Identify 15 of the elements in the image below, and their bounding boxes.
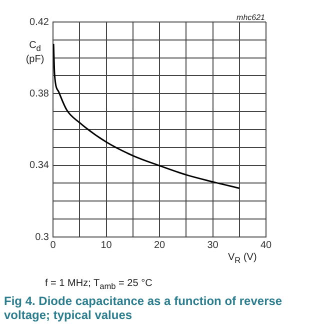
x-tick-label: 30 [207,240,219,251]
x-tick-label: 0 [50,240,56,251]
x-tick-label: 20 [154,240,166,251]
text: Fig 4. Diode capacitance as a function of reverse voltage; typical values [4,294,284,322]
x-tick-label: 10 [100,240,112,251]
y-axis-title: C$_{d}$ (pF) [24,40,46,66]
line-series [53,43,240,190]
text: f = 1 MHz; T$_{amb}$ = 25 °C [45,278,152,292]
annotation: mhc621 [236,12,265,24]
x-axis-title: V$_{R}$ (V) [228,252,257,266]
y-tick-label: 0.38 [30,88,50,100]
y-tick-label: 0.34 [30,160,50,172]
y-tick-label: 0.3 [35,232,50,243]
y-tick-label: 0.42 [30,16,50,28]
x-tick-label: 40 [260,240,272,251]
